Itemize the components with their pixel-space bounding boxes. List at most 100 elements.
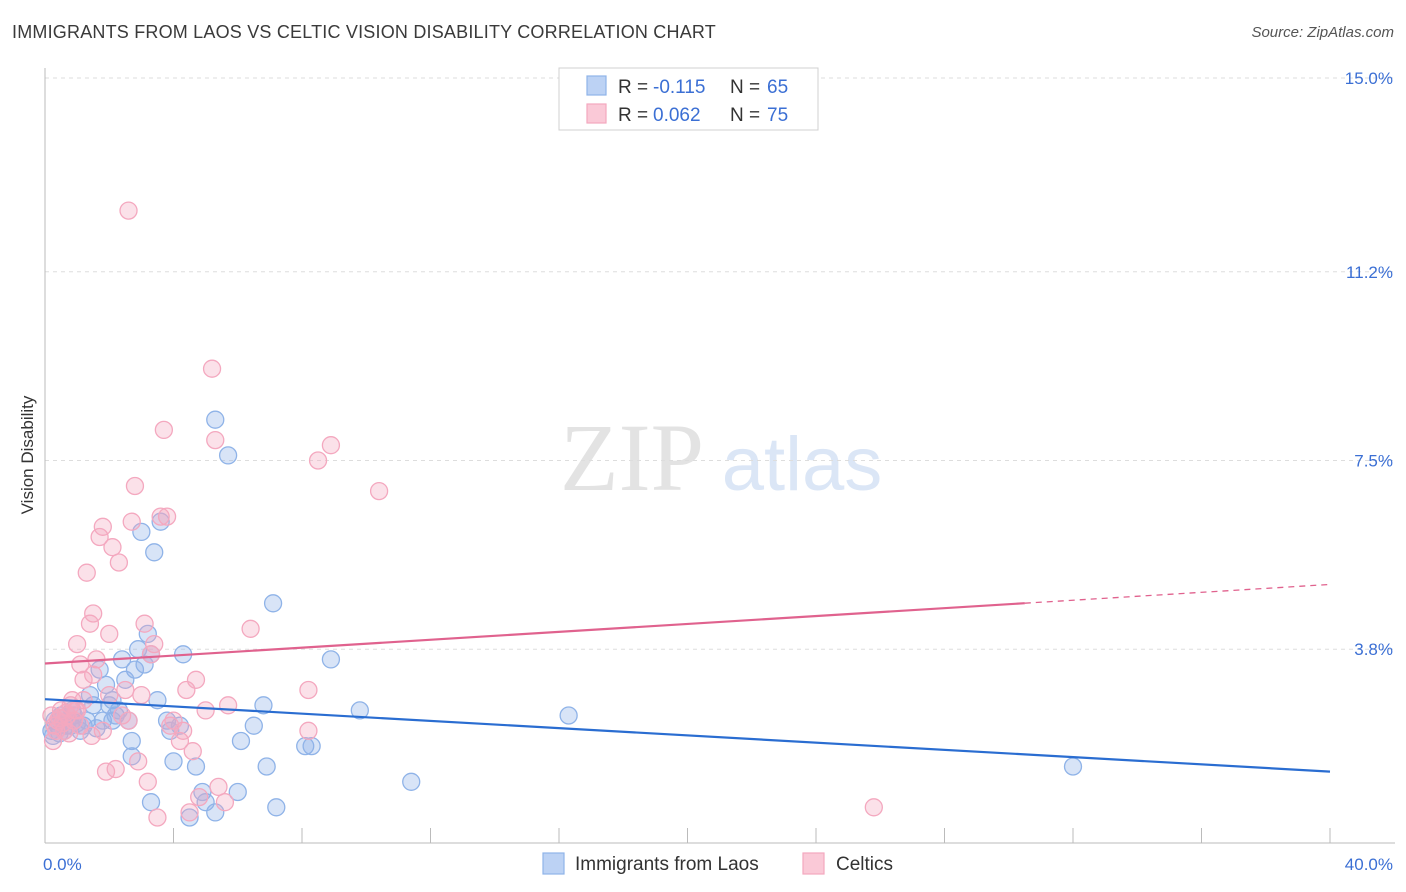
- point-laos: [559, 706, 578, 725]
- trend-lines: [44, 583, 1331, 773]
- point-celtics: [141, 645, 161, 664]
- point-celtics: [84, 665, 103, 684]
- point-laos: [141, 793, 161, 812]
- point-celtics: [299, 680, 318, 700]
- legend-n-value-1: 65: [767, 77, 788, 98]
- point-laos: [218, 446, 238, 465]
- point-celtics: [369, 481, 389, 501]
- bottom-legend: Immigrants from Laos Celtics: [542, 852, 893, 875]
- point-laos: [302, 736, 321, 756]
- point-celtics: [321, 436, 341, 455]
- point-laos: [321, 650, 341, 669]
- point-laos: [231, 731, 251, 751]
- axes: 3.8% 7.5% 11.2% 15.0% 0.0% 40.0%: [43, 68, 1395, 874]
- point-celtics: [157, 507, 177, 526]
- watermark-zip: ZIP: [560, 404, 704, 511]
- point-celtics: [145, 634, 164, 654]
- point-celtics: [59, 724, 79, 743]
- source-label: Source: ZipAtlas.com: [1251, 24, 1394, 41]
- point-celtics: [202, 359, 222, 378]
- top-legend: R = -0.115 N = 65 R = 0.062 N = 75: [558, 67, 819, 131]
- point-celtics: [67, 634, 87, 654]
- y-tick-label: 11.2%: [1346, 263, 1393, 282]
- x-tick-label-min: 0.0%: [43, 855, 82, 874]
- point-celtics: [53, 714, 72, 733]
- trend-line-celtics-extension: [1024, 583, 1331, 604]
- point-celtics: [135, 614, 154, 633]
- point-laos: [103, 691, 122, 710]
- point-laos: [180, 808, 199, 827]
- point-celtics: [148, 808, 167, 827]
- trend-line-laos: [44, 698, 1331, 773]
- point-celtics: [84, 604, 103, 623]
- point-celtics: [180, 803, 199, 822]
- data-points: [42, 201, 1083, 827]
- point-laos: [122, 731, 141, 751]
- point-celtics: [100, 685, 119, 705]
- bottom-legend-swatch-celtics: [802, 852, 825, 875]
- point-laos: [267, 798, 286, 817]
- point-celtics: [138, 772, 157, 791]
- legend-swatch-celtics: [586, 103, 607, 124]
- point-celtics: [206, 430, 225, 450]
- point-celtics: [66, 701, 85, 720]
- point-celtics: [170, 731, 190, 751]
- point-celtics: [299, 721, 318, 740]
- point-celtics: [129, 752, 148, 771]
- point-celtics: [122, 512, 141, 531]
- point-celtics: [173, 721, 193, 740]
- y-tick-label: 7.5%: [1354, 452, 1393, 471]
- point-celtics: [241, 619, 260, 638]
- point-laos: [145, 543, 164, 562]
- point-laos: [228, 782, 247, 802]
- point-celtics: [119, 711, 138, 730]
- bottom-legend-label-celtics: Celtics: [836, 854, 893, 875]
- point-celtics: [43, 731, 63, 751]
- watermark-atlas: atlas: [722, 422, 883, 507]
- legend-r-value-1: -0.115: [653, 77, 705, 98]
- point-laos: [254, 696, 273, 715]
- point-celtics: [186, 670, 206, 689]
- point-celtics: [183, 742, 202, 761]
- point-celtics: [106, 759, 125, 779]
- point-laos: [1063, 757, 1083, 776]
- point-laos: [100, 696, 119, 715]
- point-laos: [138, 624, 157, 644]
- point-celtics: [132, 685, 151, 705]
- bottom-legend-swatch-laos: [542, 852, 565, 875]
- point-laos: [164, 752, 183, 771]
- point-celtics: [93, 517, 112, 536]
- point-laos: [206, 410, 225, 429]
- point-celtics: [308, 451, 328, 470]
- page-title: IMMIGRANTS FROM LAOS VS CELTIC VISION DI…: [12, 22, 716, 42]
- point-celtics: [209, 777, 228, 797]
- legend-n-label-1: N =: [730, 77, 760, 98]
- bottom-legend-label-laos: Immigrants from Laos: [575, 854, 759, 875]
- point-celtics: [190, 787, 209, 807]
- x-tick-label-max: 40.0%: [1345, 855, 1393, 874]
- point-celtics: [100, 624, 119, 644]
- point-celtics: [119, 201, 138, 220]
- point-laos: [125, 660, 145, 679]
- legend-swatch-laos: [586, 75, 607, 96]
- point-celtics: [154, 420, 174, 440]
- point-laos: [135, 655, 154, 674]
- point-laos: [402, 772, 421, 791]
- y-tick-label: 3.8%: [1354, 640, 1393, 659]
- point-celtics: [74, 670, 93, 689]
- grid-lines: [45, 77, 1395, 650]
- legend-n-label-2: N =: [730, 105, 760, 126]
- point-celtics: [80, 614, 100, 633]
- point-laos: [96, 675, 116, 695]
- point-celtics: [215, 793, 235, 812]
- point-celtics: [103, 538, 122, 557]
- point-laos: [257, 757, 276, 776]
- point-celtics: [196, 701, 215, 720]
- point-laos: [244, 716, 263, 735]
- point-celtics: [864, 798, 883, 817]
- point-celtics: [90, 527, 109, 547]
- legend-r-label-1: R =: [618, 77, 648, 98]
- point-celtics: [93, 721, 112, 740]
- point-laos: [350, 701, 369, 720]
- point-celtics: [82, 726, 101, 746]
